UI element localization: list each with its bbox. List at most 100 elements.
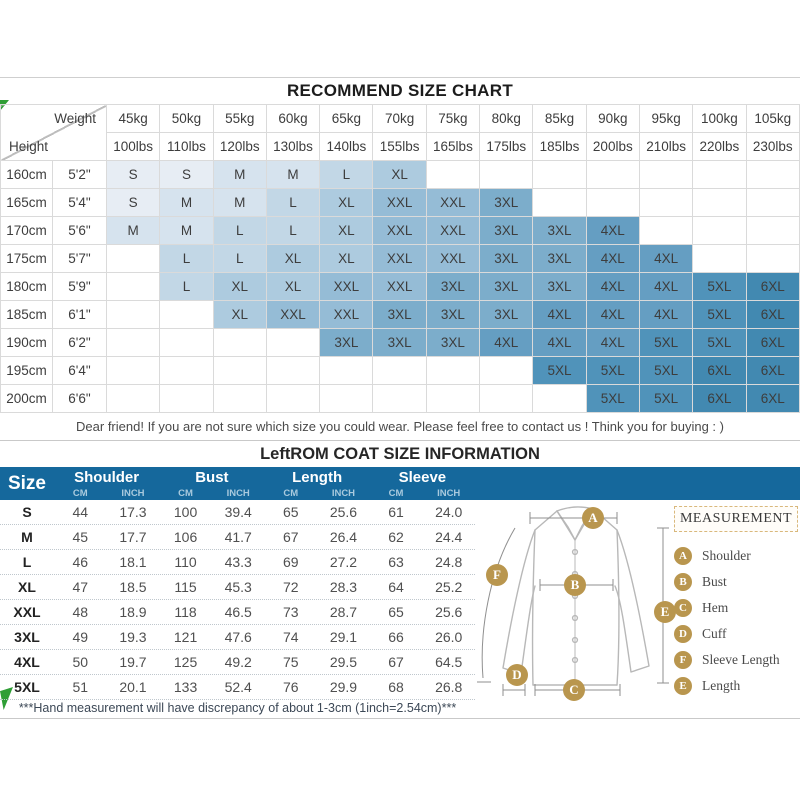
weight-lbs-cell: 120lbs	[212, 132, 267, 161]
measurement-value: 44	[72, 504, 89, 520]
size-cell: 6XL	[692, 384, 747, 413]
size-info-row: 5XL 51 20.1 133 52.4 76 29.9 68 26.8	[0, 675, 475, 700]
size-cell: 3XL	[319, 328, 374, 357]
measurement-value: 106	[173, 529, 198, 545]
size-cell	[372, 356, 427, 385]
measurement-value: 69	[283, 554, 299, 570]
size-cell	[745, 244, 800, 273]
legend-badge: C	[674, 599, 692, 617]
size-cell: 6XL	[745, 328, 800, 357]
hem-badge: C	[563, 679, 585, 701]
size-cell	[585, 188, 640, 217]
size-cell: M	[159, 216, 214, 245]
legend-badge: B	[674, 573, 692, 591]
weight-lbs-cell: 155lbs	[372, 132, 427, 161]
height-cm-cell: 195cm	[0, 356, 53, 385]
cuff-badge: D	[506, 664, 528, 686]
size-cell	[745, 216, 800, 245]
measurement-value: 49.2	[224, 654, 252, 670]
measurement-value: 74	[283, 629, 299, 645]
measurement-value: 18.1	[119, 554, 147, 570]
inch-sublabel: INCH	[226, 488, 250, 499]
inch-sublabel: INCH	[331, 488, 356, 499]
size-info-row: XL 47 18.5 115 45.3 72 28.3 64 25.2	[0, 575, 475, 600]
size-cell	[212, 356, 267, 385]
weight-lbs-cell: 175lbs	[479, 132, 534, 161]
legend-item-cuff: D Cuff	[674, 621, 798, 647]
height-row: 180cm 5'9" L XL XL XXL XXL 3XL 3XL 3XL 4XL 4XL 5XL 6X…	[0, 272, 800, 301]
measurement-value: 17.7	[119, 529, 147, 545]
header-filler	[475, 467, 800, 500]
size-cell: M	[212, 188, 267, 217]
size-cell: XXL	[372, 272, 427, 301]
group-sublabels: CM INCH	[54, 487, 159, 500]
coat-size-title: LeftROM COAT SIZE INFORMATION	[260, 445, 540, 463]
size-cell: 3XL	[372, 328, 427, 357]
size-cell	[265, 384, 321, 413]
size-cell: S	[159, 160, 214, 189]
measurement-value: 26.4	[329, 529, 358, 545]
column-group-length: Length CM INCH	[265, 467, 370, 500]
size-cell: L	[212, 216, 267, 245]
measurement-value: 45	[72, 529, 89, 545]
size-cell	[532, 384, 587, 413]
measurement-value: 18.5	[119, 579, 147, 595]
height-row: 175cm 5'7" L L XL XL XXL XXL 3XL 3XL 4XL 4XL	[0, 244, 800, 273]
size-cell: 6XL	[745, 272, 800, 301]
height-ft-cell: 5'6"	[52, 216, 107, 245]
height-cm-cell: 175cm	[0, 244, 53, 273]
size-cell: 3XL	[479, 272, 534, 301]
measurement-value: 26.8	[435, 679, 463, 695]
height-cm-cell: 165cm	[0, 188, 53, 217]
size-cell	[265, 356, 321, 385]
measurement-value: 133	[173, 679, 198, 695]
weight-kg-cell: 75kg	[425, 104, 481, 133]
recommend-size-chart: RECOMMEND SIZE CHART Weight Height 45kg 5…	[0, 77, 800, 441]
size-cell: 3XL	[479, 300, 534, 329]
size-cell: XXL	[425, 244, 481, 273]
group-sublabels: CM INCH	[159, 487, 264, 500]
size-cell	[479, 384, 534, 413]
size-info-row: 4XL 50 19.7 125 49.2 75 29.5 67 64.5	[0, 650, 475, 675]
recommend-chart-title: RECOMMEND SIZE CHART	[286, 81, 514, 100]
measurement-value: 65	[388, 604, 404, 620]
size-cell: 3XL	[532, 272, 587, 301]
legend-item-bust: B Bust	[674, 569, 798, 595]
size-cell: XL	[212, 300, 267, 329]
size-cell: 3XL	[425, 328, 481, 357]
size-cell: 4XL	[585, 216, 640, 245]
size-cell	[638, 160, 694, 189]
size-info-row: 3XL 49 19.3 121 47.6 74 29.1 66 26.0	[0, 625, 475, 650]
size-cell: 3XL	[425, 300, 481, 329]
measurement-value: 45.3	[224, 579, 252, 595]
size-cell	[638, 216, 694, 245]
measurement-value: 48	[72, 604, 89, 620]
size-info-row: S 44 17.3 100 39.4 65 25.6 61 24.0	[0, 500, 475, 525]
size-cell: XXL	[319, 300, 374, 329]
measurement-value: 52.4	[224, 679, 252, 695]
weight-lbs-cell: 185lbs	[532, 132, 587, 161]
size-cell	[692, 216, 747, 245]
weight-kg-cell: 65kg	[319, 104, 374, 133]
size-cell	[692, 188, 747, 217]
measurement-value: 50	[72, 654, 89, 670]
size-cell	[425, 356, 481, 385]
size-info-header: Size Shoulder CM INCH Bust CM INCH Length CM INC…	[0, 467, 800, 500]
measurement-value: 24.4	[435, 529, 463, 545]
height-row: 190cm 6'2" 3XL 3XL 3XL 4XL 4XL 4XL 5XL 5XL 6XL	[0, 328, 800, 357]
measurement-value: 26.0	[435, 629, 463, 645]
size-cell	[745, 188, 800, 217]
coat-size-information: LeftROM COAT SIZE INFORMATION Size Shoul…	[0, 441, 800, 719]
size-cell	[212, 384, 267, 413]
weight-kg-cell: 85kg	[532, 104, 587, 133]
size-cell	[159, 328, 214, 357]
size-cell: 3XL	[532, 216, 587, 245]
size-cell	[692, 160, 747, 189]
weight-kg-cell: 50kg	[159, 104, 214, 133]
size-cell: 5XL	[585, 384, 640, 413]
weight-lbs-cell: 140lbs	[319, 132, 374, 161]
group-sublabels: CM INCH	[265, 487, 370, 500]
measurement-value: 20.1	[119, 679, 147, 695]
height-row: 160cm 5'2" S S M M L XL	[0, 160, 800, 189]
size-cell: S	[105, 188, 161, 217]
